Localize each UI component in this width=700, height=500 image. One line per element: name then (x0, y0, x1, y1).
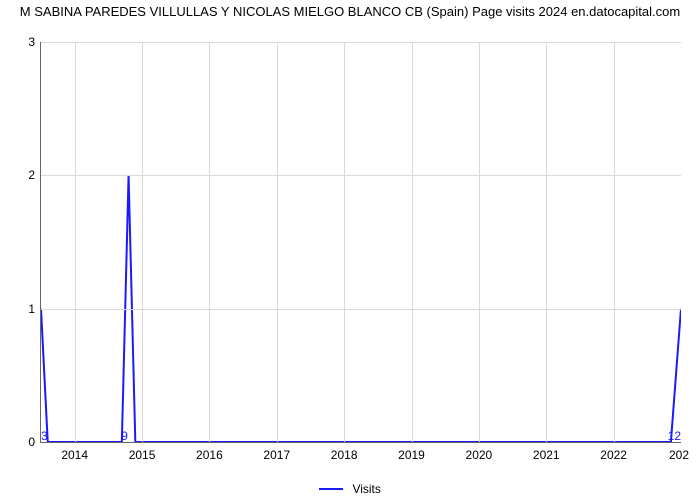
plot-area: 0123201420152016201720182019202020212022… (40, 42, 681, 443)
y-tick-label: 1 (28, 302, 41, 316)
x-tick-label: 2021 (533, 442, 560, 462)
gridline-vertical (412, 42, 413, 442)
x-tick-label: 2020 (466, 442, 493, 462)
x-tick-label: 2022 (600, 442, 627, 462)
chart-title: M SABINA PAREDES VILLULLAS Y NICOLAS MIE… (0, 4, 700, 20)
y-tick-label: 3 (28, 35, 41, 49)
gridline-horizontal (41, 309, 681, 310)
gridline-vertical (277, 42, 278, 442)
data-point-value-label: 12 (668, 429, 681, 443)
legend-label: Visits (352, 482, 380, 496)
legend: Visits (0, 481, 700, 496)
x-tick-label: 2014 (61, 442, 88, 462)
x-tick-label: 2016 (196, 442, 223, 462)
gridline-horizontal (41, 175, 681, 176)
gridline-vertical (344, 42, 345, 442)
y-tick-label: 2 (28, 168, 41, 182)
gridline-vertical (209, 42, 210, 442)
line-series-layer (41, 42, 681, 442)
gridline-vertical (479, 42, 480, 442)
data-point-value-label: 3 (41, 429, 48, 443)
x-tick-label: 2019 (398, 442, 425, 462)
gridline-vertical (546, 42, 547, 442)
gridline-vertical (75, 42, 76, 442)
data-point-value-label: 9 (121, 429, 128, 443)
gridline-horizontal (41, 42, 681, 43)
x-tick-label: 2015 (129, 442, 156, 462)
chart-container: M SABINA PAREDES VILLULLAS Y NICOLAS MIE… (0, 0, 700, 500)
x-tick-label: 2018 (331, 442, 358, 462)
legend-swatch (319, 488, 343, 490)
gridline-vertical (614, 42, 615, 442)
y-tick-label: 0 (28, 435, 41, 449)
x-tick-label: 2017 (263, 442, 290, 462)
x-tick-label-partial: 202 (669, 442, 689, 462)
gridline-vertical (142, 42, 143, 442)
